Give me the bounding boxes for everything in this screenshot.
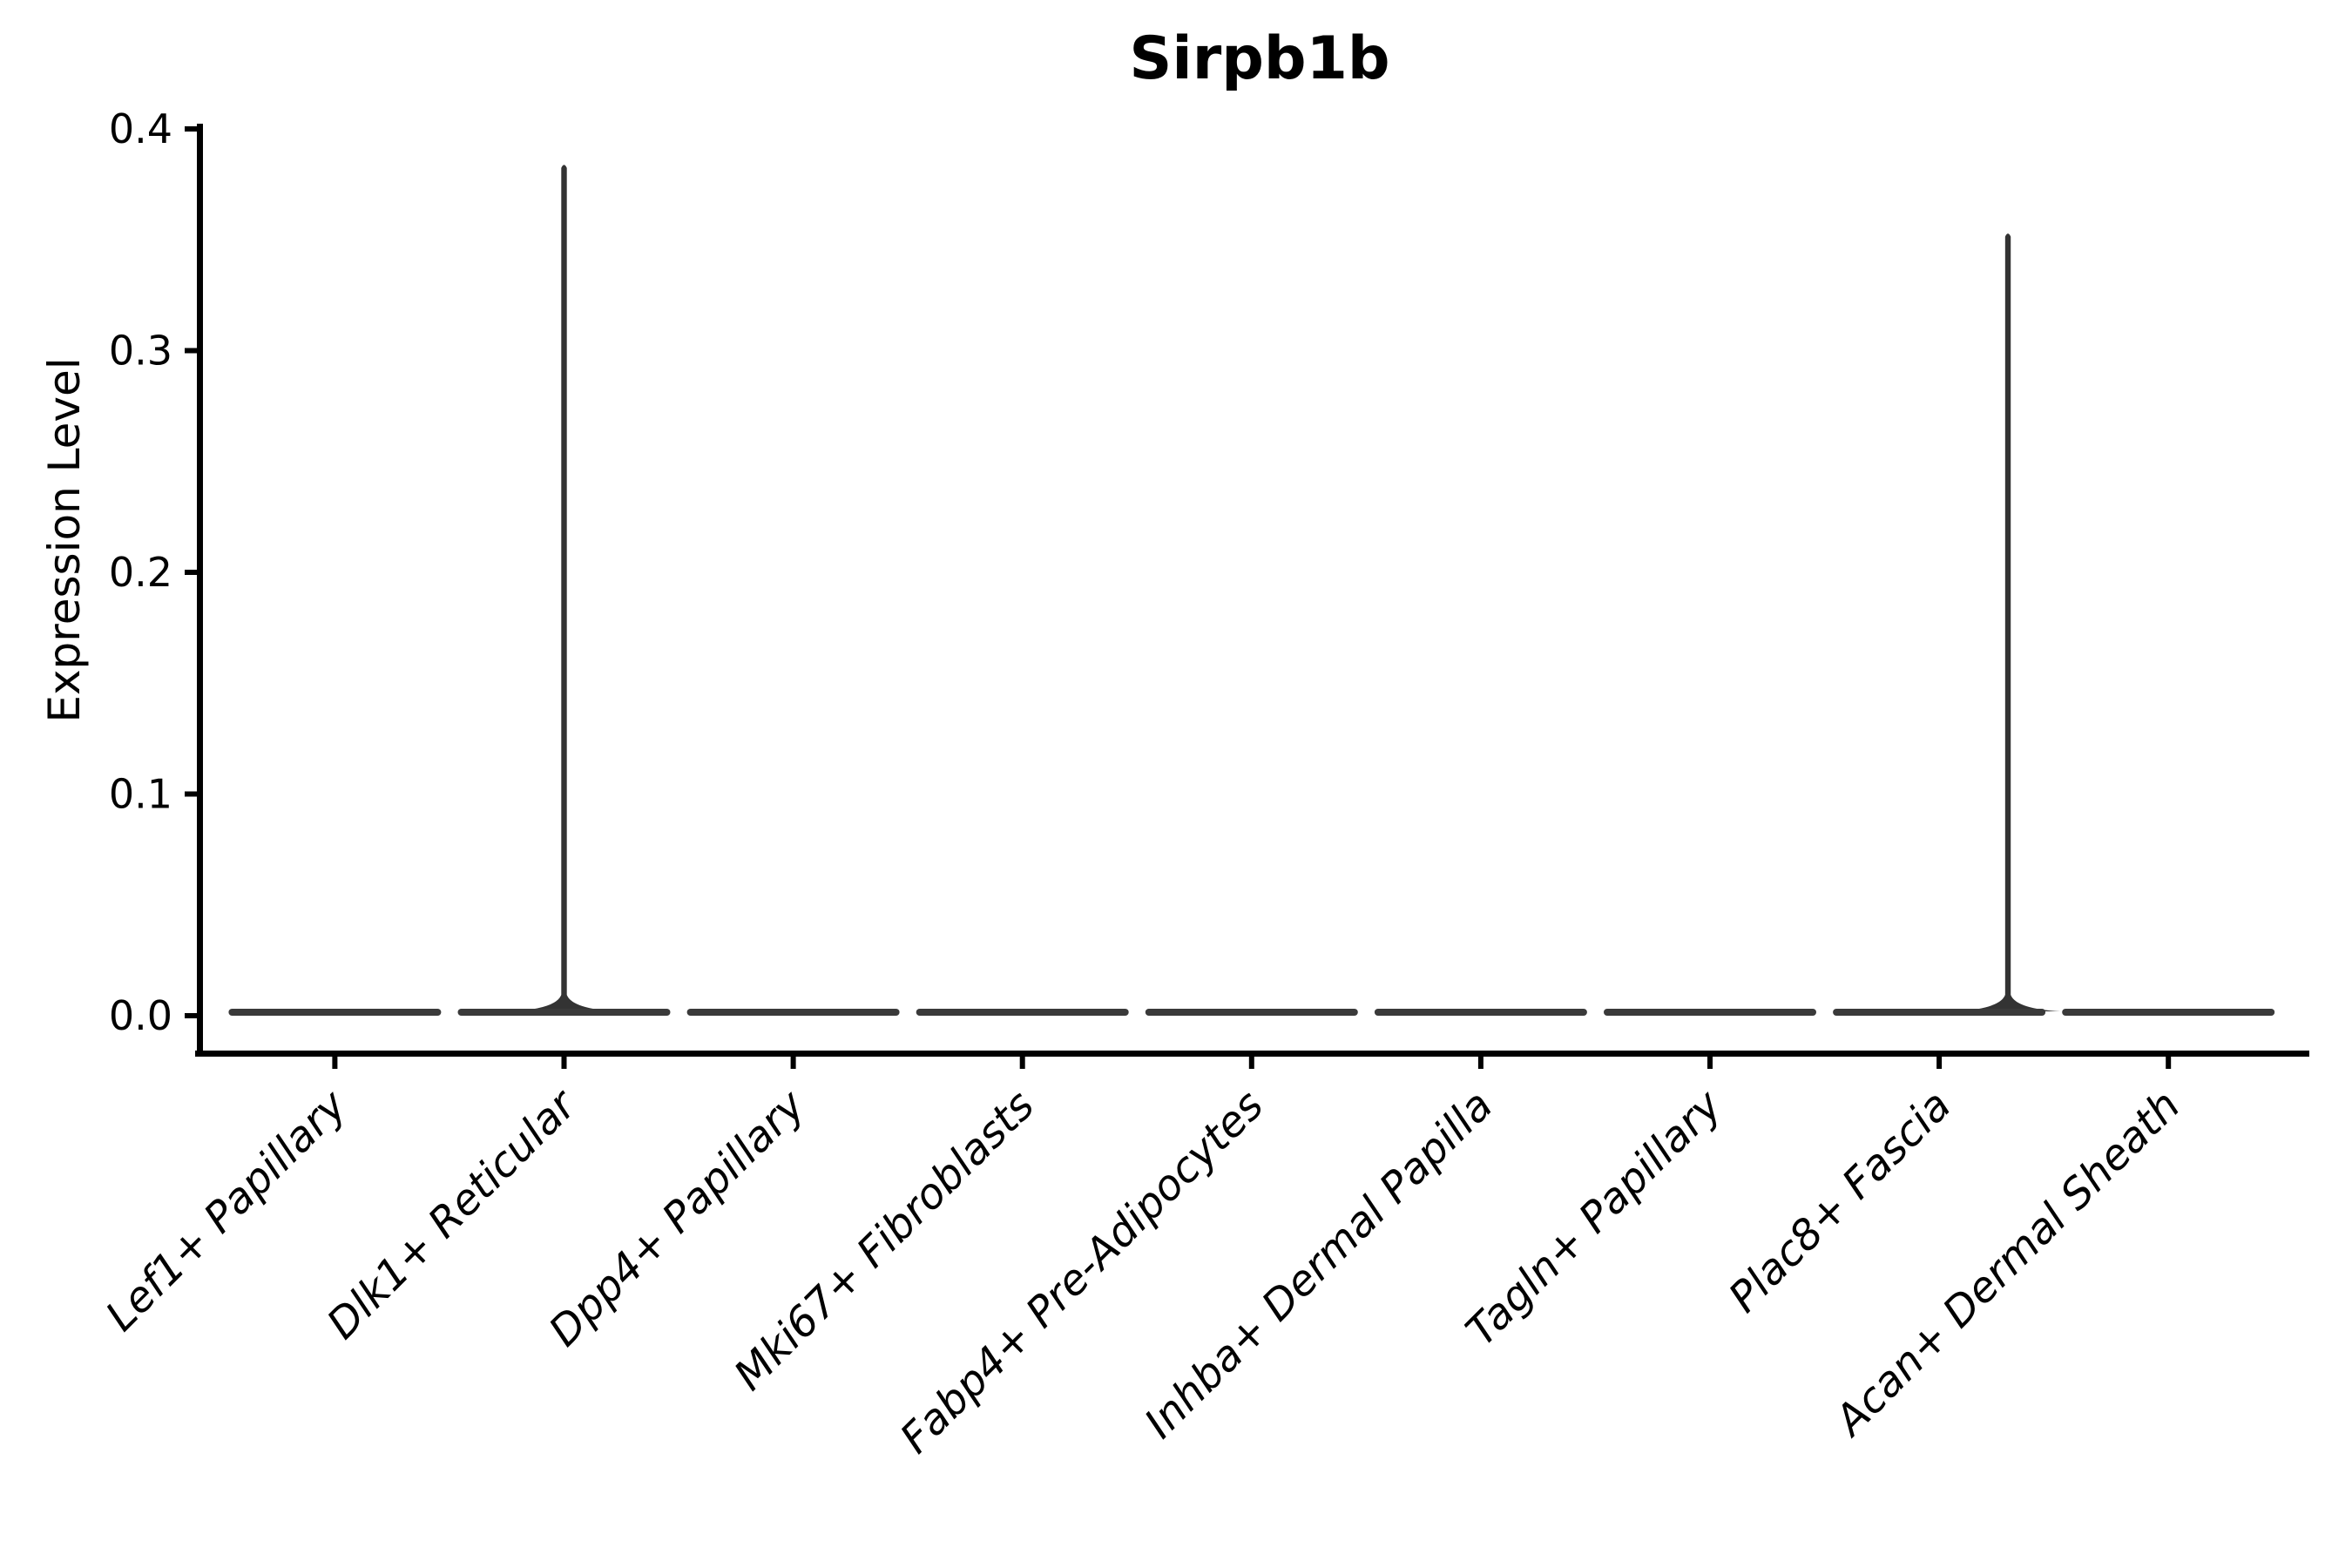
violin-body (1374, 1009, 1587, 1016)
x-tick-label: Lef1+ Papillary (97, 1080, 357, 1341)
y-tick-label: 0.4 (109, 105, 172, 152)
x-tick-label: Fabp4+ Pre-Adipocytes (891, 1081, 1274, 1463)
violin-body (2062, 1009, 2275, 1016)
y-tick-label: 0.2 (109, 549, 172, 596)
y-tick-label: 0.0 (109, 992, 172, 1039)
violin-body (916, 1009, 1129, 1016)
violin-body (686, 1009, 900, 1016)
violin-spike (511, 165, 617, 1012)
violin-spike (1956, 233, 2061, 1011)
x-tick-label: Tagln+ Papillary (1456, 1080, 1732, 1355)
x-tick-label: Dlk1+ Reticular (318, 1079, 588, 1349)
violin-body (228, 1009, 442, 1016)
y-tick-label: 0.3 (109, 328, 172, 375)
violin-body (1604, 1009, 1816, 1016)
violin-body (1833, 1009, 2046, 1016)
violin-body (457, 1009, 671, 1016)
chart-title: Sirpb1b (1129, 24, 1390, 93)
x-tick-label: Plac8+ Fascia (1720, 1081, 1961, 1322)
y-tick-label: 0.1 (109, 771, 172, 818)
x-tick-label: Dpp4+ Papillary (539, 1080, 814, 1355)
violin-body (1145, 1009, 1358, 1016)
